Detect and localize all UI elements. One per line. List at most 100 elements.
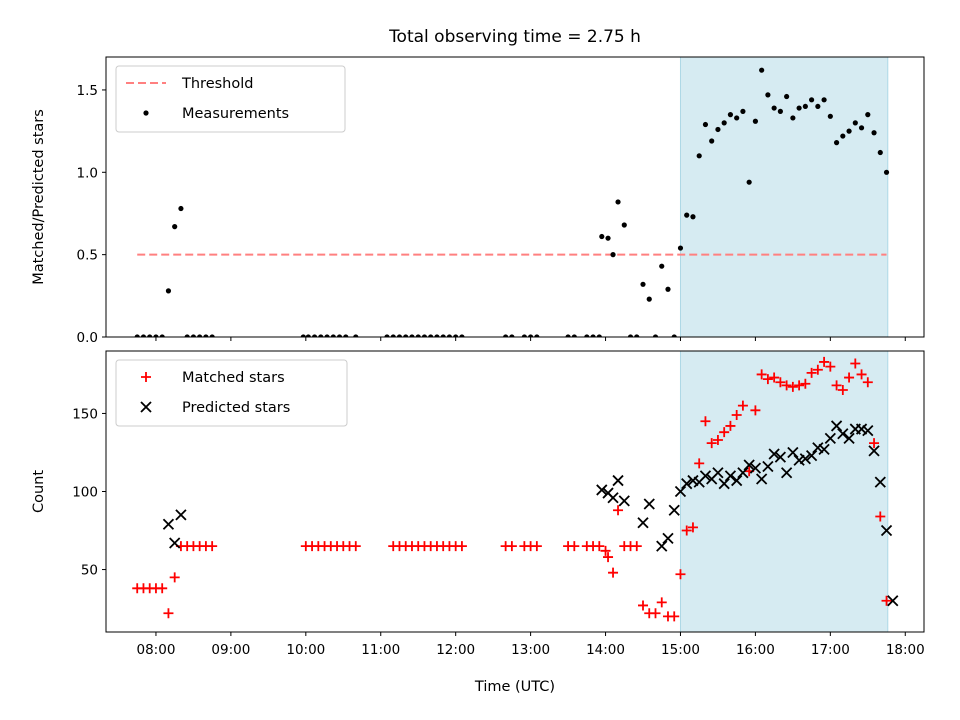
matched-star-point bbox=[719, 427, 730, 438]
measurement-point bbox=[596, 334, 602, 337]
measurement-point bbox=[343, 334, 349, 337]
predicted-star-point bbox=[874, 476, 886, 488]
matched-star-point bbox=[531, 541, 542, 552]
measurement-point bbox=[584, 334, 590, 337]
x-tick-label: 15:00 bbox=[661, 642, 700, 658]
measurement-point bbox=[627, 334, 634, 337]
matched-star-point bbox=[869, 438, 880, 449]
measurement-point bbox=[178, 205, 184, 212]
predicted-star-point bbox=[674, 485, 687, 498]
predicted-star-point bbox=[662, 532, 674, 544]
measurement-point bbox=[571, 334, 577, 337]
measurement-point bbox=[702, 121, 709, 128]
predicted-star-point bbox=[799, 453, 811, 465]
measurement-point bbox=[446, 334, 453, 337]
measurement-point bbox=[790, 115, 796, 121]
plot-area bbox=[132, 356, 899, 622]
legend-label: Measurements bbox=[182, 106, 289, 122]
measurement-point bbox=[871, 130, 877, 136]
x-tick-label: 16:00 bbox=[736, 642, 775, 658]
x-tick-label: 12:00 bbox=[436, 642, 475, 658]
measurement-point bbox=[336, 334, 343, 337]
measurement-point bbox=[840, 133, 846, 139]
legend-label: Threshold bbox=[181, 76, 253, 92]
measurement-point bbox=[752, 118, 759, 124]
predicted-star-point bbox=[787, 446, 799, 459]
predicted-star-point bbox=[756, 473, 768, 485]
matched-star-point bbox=[725, 420, 736, 431]
measurement-point bbox=[305, 334, 311, 337]
predicted-star-point bbox=[824, 432, 836, 445]
measurement-point bbox=[877, 149, 883, 156]
x-tick-label: 08:00 bbox=[137, 642, 176, 658]
measurement-point bbox=[403, 334, 409, 337]
measurement-point bbox=[634, 334, 640, 337]
measurement-point bbox=[696, 153, 702, 159]
measurement-point bbox=[858, 125, 865, 131]
predicted-star-point bbox=[607, 492, 619, 504]
x-tick-label: 11:00 bbox=[361, 642, 400, 658]
matched-star-point bbox=[169, 572, 180, 583]
measurement-point bbox=[677, 245, 684, 251]
matched-star-point bbox=[750, 405, 761, 416]
matched-star-point bbox=[163, 608, 174, 619]
matched-star-point bbox=[594, 541, 605, 552]
matched-star-point bbox=[831, 380, 842, 391]
measurement-point bbox=[390, 334, 396, 337]
series-predicted-stars bbox=[162, 420, 899, 607]
measurement-point bbox=[521, 334, 527, 337]
predicted-star-point bbox=[712, 467, 724, 479]
matched-star-point bbox=[694, 458, 705, 469]
measurement-point bbox=[665, 286, 671, 292]
matched-star-point bbox=[806, 367, 817, 378]
measurement-point bbox=[883, 169, 890, 175]
measurement-point bbox=[172, 224, 178, 230]
matched-star-point bbox=[608, 567, 619, 578]
predicted-star-point bbox=[887, 595, 899, 607]
measurement-point bbox=[684, 212, 690, 218]
legend-label: Matched stars bbox=[182, 370, 285, 386]
matched-star-point bbox=[157, 583, 168, 594]
y-tick-label: 1.5 bbox=[77, 83, 98, 99]
measurement-point bbox=[809, 97, 815, 103]
matched-star-point bbox=[706, 438, 717, 449]
legend: Matched stars Predicted stars bbox=[115, 359, 348, 427]
y-tick-label: 150 bbox=[72, 406, 98, 422]
measurement-point bbox=[671, 334, 677, 337]
measurement-point bbox=[815, 103, 821, 110]
measurement-point bbox=[784, 93, 790, 100]
measurement-point bbox=[534, 334, 540, 337]
matched-star-point bbox=[700, 416, 711, 427]
matched-star-point bbox=[569, 541, 580, 552]
measurement-point bbox=[324, 334, 330, 337]
measurement-point bbox=[409, 334, 415, 337]
predicted-star-point bbox=[681, 478, 693, 490]
legend: Threshold Measurements bbox=[115, 65, 346, 133]
matched-star-point bbox=[675, 569, 686, 580]
matched-star-point bbox=[844, 372, 855, 383]
matched-star-point bbox=[712, 434, 723, 445]
matched-star-point bbox=[812, 364, 823, 375]
predicted-star-point bbox=[162, 518, 175, 530]
measurement-point bbox=[802, 103, 808, 110]
matched-star-point bbox=[862, 377, 873, 388]
matched-star-point bbox=[669, 611, 680, 622]
legend-marker-swatch bbox=[140, 401, 152, 413]
measurement-point bbox=[503, 334, 509, 337]
x-axis-label: Time (UTC) bbox=[474, 679, 555, 695]
measurement-point bbox=[646, 296, 652, 302]
measurement-point bbox=[590, 334, 596, 337]
x-tick-label: 18:00 bbox=[886, 642, 925, 658]
measurement-point bbox=[330, 334, 336, 337]
matched-star-point bbox=[600, 545, 611, 556]
predicted-star-point bbox=[724, 470, 737, 482]
matched-star-point bbox=[856, 369, 867, 380]
measurement-point bbox=[311, 334, 318, 337]
predicted-star-point bbox=[699, 470, 712, 482]
predicted-star-point bbox=[668, 504, 680, 516]
measurement-point bbox=[621, 222, 627, 228]
measurement-point bbox=[134, 334, 140, 337]
matched-star-point bbox=[756, 369, 767, 380]
measurement-point bbox=[396, 334, 403, 337]
measurement-point bbox=[777, 108, 783, 114]
